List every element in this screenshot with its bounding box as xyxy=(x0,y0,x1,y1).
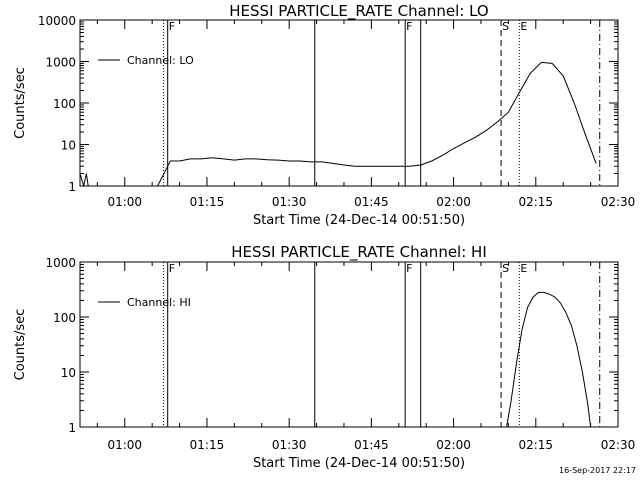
y-tick-label: 100 xyxy=(53,311,76,325)
event-marker-label: F xyxy=(406,20,412,33)
x-axis-label: Start Time (24-Dec-14 00:51:50) xyxy=(253,213,465,228)
x-tick-label: 01:45 xyxy=(354,195,389,209)
x-tick-label: 02:00 xyxy=(436,438,471,452)
x-tick-label: 01:30 xyxy=(272,438,307,452)
x-minor-ticks xyxy=(96,262,619,427)
footer-timestamp: 16-Sep-2017 22:17 xyxy=(559,466,636,475)
event-marker-label: S xyxy=(502,20,509,33)
x-tick-label: 01:30 xyxy=(272,195,307,209)
x-tick-label: 01:00 xyxy=(107,438,142,452)
series-line xyxy=(79,61,597,187)
event-marker-label: E xyxy=(520,20,527,33)
y-axis-label: Counts/sec xyxy=(13,309,28,381)
legend-entry: Channel: HI xyxy=(127,296,191,309)
x-tick-label: 01:45 xyxy=(354,438,389,452)
plot-frame xyxy=(79,261,619,428)
x-tick-label: 01:00 xyxy=(107,195,142,209)
chart-panel-1: HESSI PARTICLE_RATE Channel: LO 01:00 01:1… xyxy=(13,2,635,228)
y-tick-label: 1000 xyxy=(45,56,76,70)
y-axis-label: Counts/sec xyxy=(13,67,28,139)
x-axis-label: Start Time (24-Dec-14 00:51:50) xyxy=(253,456,465,471)
series-line xyxy=(506,291,592,428)
chart-title: HESSI PARTICLE_RATE Channel: LO xyxy=(229,2,488,21)
y-tick-label: 10 xyxy=(61,139,76,153)
y-tick-label: 1 xyxy=(68,421,76,435)
x-tick-label: 02:15 xyxy=(518,195,553,209)
chart-title: HESSI PARTICLE_RATE Channel: HI xyxy=(231,243,487,262)
x-tick-label: 01:15 xyxy=(190,195,225,209)
x-tick-label: 02:30 xyxy=(601,195,636,209)
y-tick-label: 1000 xyxy=(45,256,76,270)
chart-panel-2: HESSI PARTICLE_RATE Channel: HI 01:00 01:1… xyxy=(13,243,635,471)
y-tick-label: 10 xyxy=(61,366,76,380)
y-tick-label: 1 xyxy=(68,180,76,194)
plot-frame xyxy=(79,19,619,187)
legend-entry: Channel: LO xyxy=(127,54,194,67)
y-tick-label: 100 xyxy=(53,97,76,111)
x-tick-label: 02:00 xyxy=(436,195,471,209)
x-tick-label: 01:15 xyxy=(190,438,225,452)
y-minor-ticks xyxy=(80,21,618,175)
y-tick-label: 10000 xyxy=(38,14,76,28)
event-marker-label: E xyxy=(520,262,527,275)
event-marker-label: F xyxy=(169,262,175,275)
x-minor-ticks xyxy=(96,20,619,186)
y-minor-ticks xyxy=(80,264,618,411)
event-marker-label: S xyxy=(502,262,509,275)
x-tick-label: 02:30 xyxy=(601,438,636,452)
x-tick-label: 02:15 xyxy=(518,438,553,452)
event-marker-label: F xyxy=(406,262,412,275)
event-marker-label: F xyxy=(169,20,175,33)
